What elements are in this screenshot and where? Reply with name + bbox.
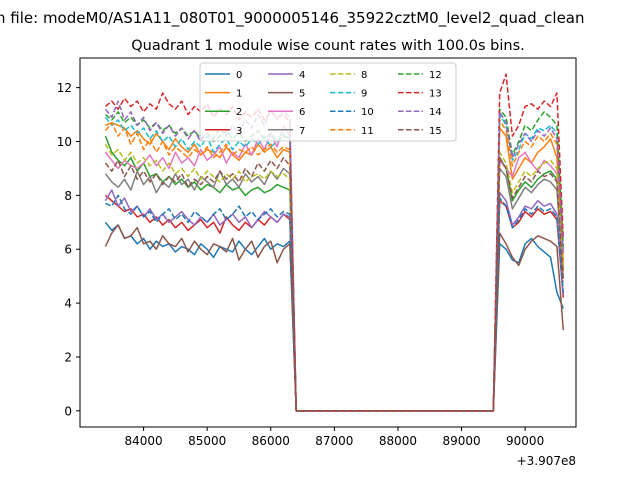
y-tick-label: 6 [64, 243, 72, 257]
x-tick-label: 87000 [315, 434, 353, 448]
legend-label-1: 1 [236, 89, 242, 100]
y-tick-label: 2 [64, 350, 72, 364]
legend-label-11: 11 [361, 126, 374, 137]
legend-label-12: 12 [429, 70, 442, 81]
y-tick-label: 12 [57, 81, 72, 95]
x-tick-label: 86000 [252, 434, 290, 448]
legend-label-6: 6 [299, 107, 305, 118]
legend-label-8: 8 [361, 70, 367, 81]
legend-box [199, 62, 457, 142]
x-tick-label: 89000 [442, 434, 480, 448]
y-tick-label: 10 [57, 135, 72, 149]
axes-frame [79, 57, 577, 428]
y-tick-label: 0 [64, 404, 72, 418]
y-tick-label: 8 [64, 189, 72, 203]
chart-title: Quadrant 1 module wise count rates with … [131, 38, 525, 54]
legend-label-7: 7 [299, 126, 305, 137]
legend-label-4: 4 [299, 70, 305, 81]
legend-label-9: 9 [361, 89, 367, 100]
legend-label-0: 0 [236, 70, 242, 81]
x-tick-label: 90000 [506, 434, 544, 448]
legend-label-14: 14 [429, 107, 442, 118]
x-offset-label: +3.907e8 [517, 454, 576, 468]
legend-label-15: 15 [429, 126, 442, 137]
legend-label-3: 3 [236, 126, 242, 137]
legend-label-13: 13 [429, 89, 442, 100]
legend-label-10: 10 [361, 107, 374, 118]
plot-area: 84000 85000 86000 87000 88000 89000 90000 0 2 4 6 8… [57, 57, 577, 448]
legend-label-5: 5 [299, 89, 305, 100]
y-tick-label: 4 [64, 297, 72, 311]
series-lines [104, 73, 565, 412]
x-tick-label: 88000 [379, 434, 417, 448]
x-tick-label: 85000 [188, 434, 226, 448]
legend-label-2: 2 [236, 107, 242, 118]
figure-suptitle: n file: modeM0/AS1A11_080T01_9000005146_… [0, 9, 585, 28]
series-line-15 [104, 156, 565, 412]
series-line-13 [104, 73, 565, 412]
x-tick-label: 84000 [124, 434, 162, 448]
